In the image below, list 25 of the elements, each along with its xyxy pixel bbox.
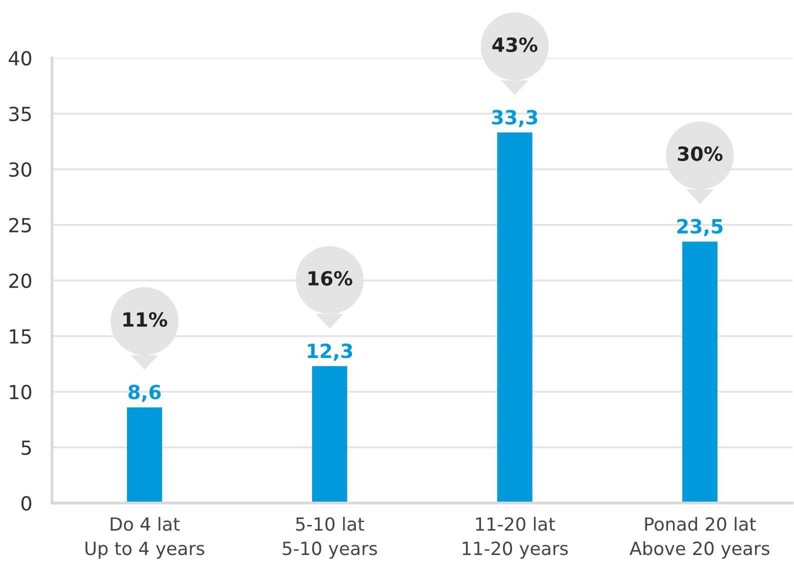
bar [126, 407, 162, 503]
bar [312, 366, 348, 503]
y-tick-label: 35 [9, 106, 31, 122]
y-tick-label: 5 [22, 440, 31, 456]
bar [682, 242, 718, 503]
x-tick-label: 5-10 lat 5-10 years [282, 516, 377, 559]
text: 43% [492, 37, 538, 52]
x-tick-label: Ponad 20 lat Above 20 years [630, 516, 770, 559]
annotation: 16% [308, 270, 352, 286]
y-tick-label: 15 [10, 329, 31, 344]
y-tick-label: 30 [9, 162, 32, 177]
annotation: 30% [678, 146, 723, 162]
x-tick-label: Do 4 lat Up to 4 years [86, 516, 204, 559]
x-tick-label: 11-20 lat 11-20 years [462, 516, 568, 559]
y-tick-label: 10 [10, 384, 32, 400]
y-tick-label: 25 [9, 218, 31, 233]
data-label: 33,3 [492, 110, 538, 128]
data-label: 8,6 [128, 384, 161, 402]
y-tick-label: 0 [21, 496, 32, 511]
data-label: 23,5 [677, 218, 722, 236]
annotation: 11% [123, 312, 168, 327]
y-tick-label: 40 [8, 50, 32, 66]
y-tick-label: 20 [9, 273, 32, 288]
bar [497, 132, 532, 503]
data-label: 12,3 [308, 344, 352, 361]
